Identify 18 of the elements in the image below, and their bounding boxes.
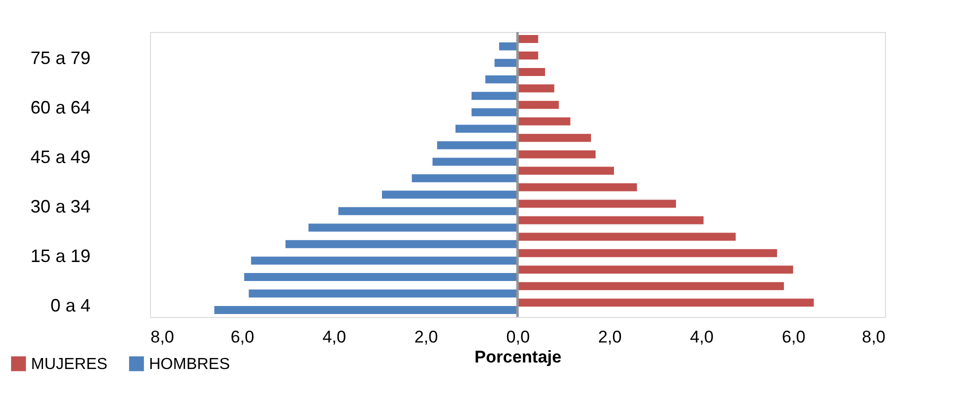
x-tick-label: 4,0	[322, 328, 346, 346]
x-axis-title: Porcentaje	[474, 348, 562, 366]
legend-label: MUJERES	[31, 356, 108, 373]
x-tick-label: 6,0	[230, 328, 254, 346]
legend-label: HOMBRES	[149, 356, 230, 373]
y-tick-label: 0 a 4	[50, 295, 90, 316]
y-tick-label: 15 a 19	[30, 246, 90, 266]
x-tick-label: 2,0	[598, 328, 622, 346]
y-tick-label: 45 a 49	[30, 147, 90, 168]
y-tick-label: 75 a 79	[30, 48, 90, 68]
x-tick-label: 4,0	[690, 328, 714, 346]
x-tick-label: 8,0	[150, 328, 174, 346]
x-tick-label: 2,0	[414, 328, 438, 346]
x-tick-label: 0,0	[506, 328, 530, 346]
x-tick-label: 6,0	[782, 328, 806, 346]
x-tick-label: 8,0	[862, 328, 886, 346]
y-tick-label: 30 a 34	[30, 196, 90, 216]
y-tick-label: 60 a 64	[30, 98, 90, 118]
